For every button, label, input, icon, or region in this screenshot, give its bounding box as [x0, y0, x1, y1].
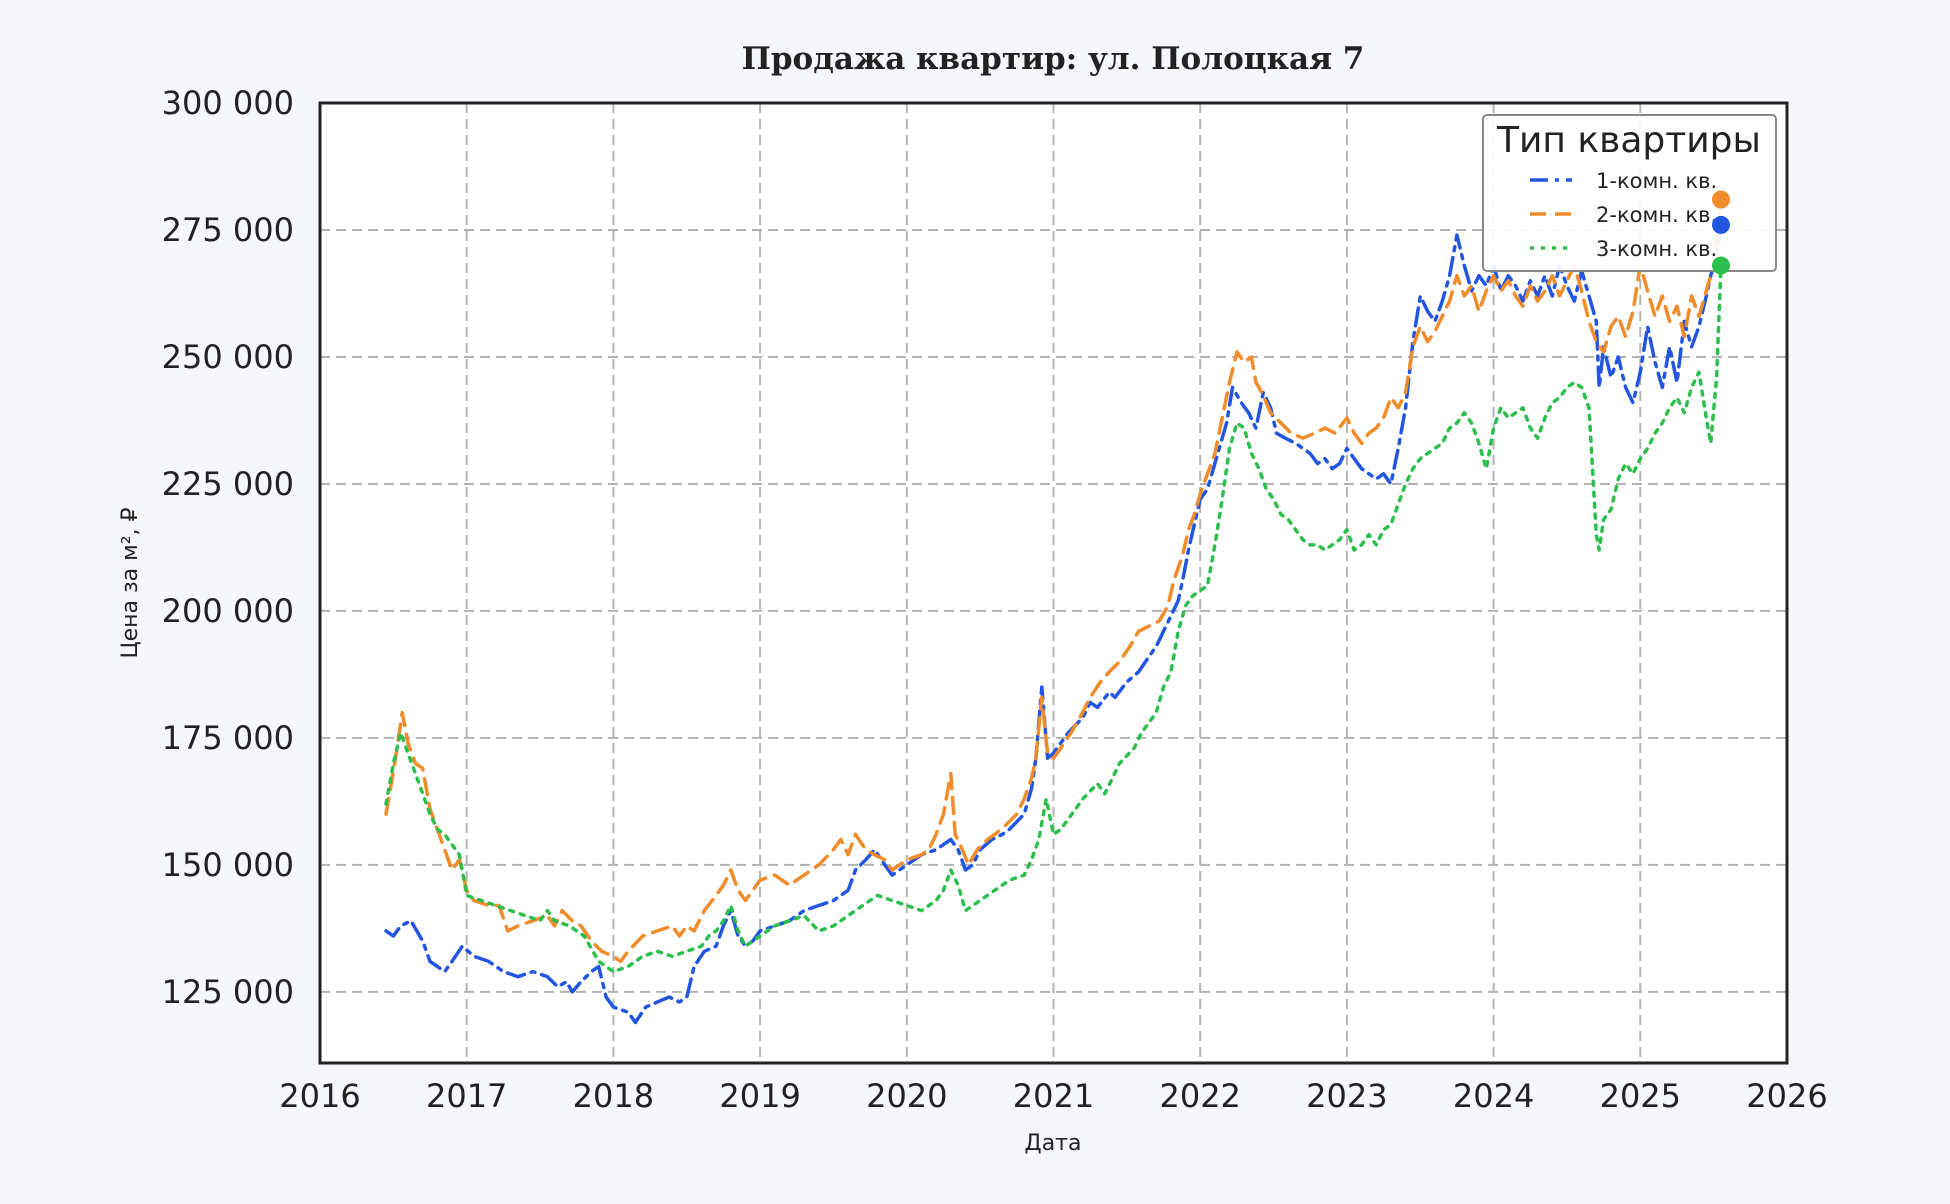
- series-line-3: [384, 263, 1723, 974]
- y-tick-label: 200 000: [162, 592, 294, 630]
- y-tick-labels: 125 000 150 000 175 000 200 000 225 000 250 0…: [162, 84, 294, 1011]
- plot-frame: [318, 101, 1789, 1065]
- x-tick-label: 2019: [719, 1077, 800, 1115]
- x-tick-label: 2025: [1600, 1077, 1681, 1115]
- legend: Тип квартиры 1-комн. кв. 2-комн. кв. 3-ком…: [1482, 114, 1777, 272]
- x-tick-label: 2026: [1746, 1077, 1827, 1115]
- legend-box: [1482, 114, 1777, 272]
- chart-title: Продажа квартир: ул. Полоцкая 7: [742, 41, 1365, 77]
- y-tick-label: 175 000: [162, 719, 294, 757]
- x-tick-label: 2021: [1013, 1077, 1094, 1115]
- x-tick-label: 2018: [573, 1077, 654, 1115]
- legend-title: Тип квартиры: [1496, 120, 1761, 161]
- y-tick-label: 225 000: [162, 465, 294, 503]
- x-tick-label: 2016: [279, 1077, 360, 1115]
- x-tick-label: 2024: [1453, 1077, 1534, 1115]
- legend-label-2: 2-комн. кв.: [1596, 203, 1717, 227]
- legend-items: 1-комн. кв. 2-комн. кв. 3-комн. кв.: [1530, 169, 1717, 261]
- endpoint-markers: [1711, 190, 1730, 275]
- y-tick-label: 300 000: [162, 84, 294, 122]
- x-tick-labels: 2016 2017 2018 2019 2020 2021 2022 2023 2024 2025…: [279, 1077, 1827, 1115]
- legend-label-1: 1-комн. кв.: [1596, 169, 1717, 193]
- series-endpoint-3: [1711, 256, 1730, 275]
- series-line-1: [384, 223, 1723, 1025]
- series-endpoint-1: [1711, 215, 1730, 234]
- y-axis-label: Цена за м², ₽: [118, 507, 143, 658]
- y-tick-label: 125 000: [162, 973, 294, 1011]
- x-tick-label: 2023: [1306, 1077, 1387, 1115]
- x-tick-label: 2020: [866, 1077, 947, 1115]
- series-line-2: [384, 197, 1723, 964]
- y-tick-label: 150 000: [162, 846, 294, 884]
- x-axis-label: Дата: [1025, 1131, 1082, 1156]
- x-tick-label: 2017: [426, 1077, 507, 1115]
- y-tick-label: 250 000: [162, 338, 294, 376]
- legend-label-3: 3-комн. кв.: [1596, 237, 1717, 261]
- series-lines: [384, 197, 1723, 1025]
- series-endpoint-2: [1711, 190, 1730, 209]
- y-tick-label: 275 000: [162, 211, 294, 249]
- x-tick-label: 2022: [1159, 1077, 1240, 1115]
